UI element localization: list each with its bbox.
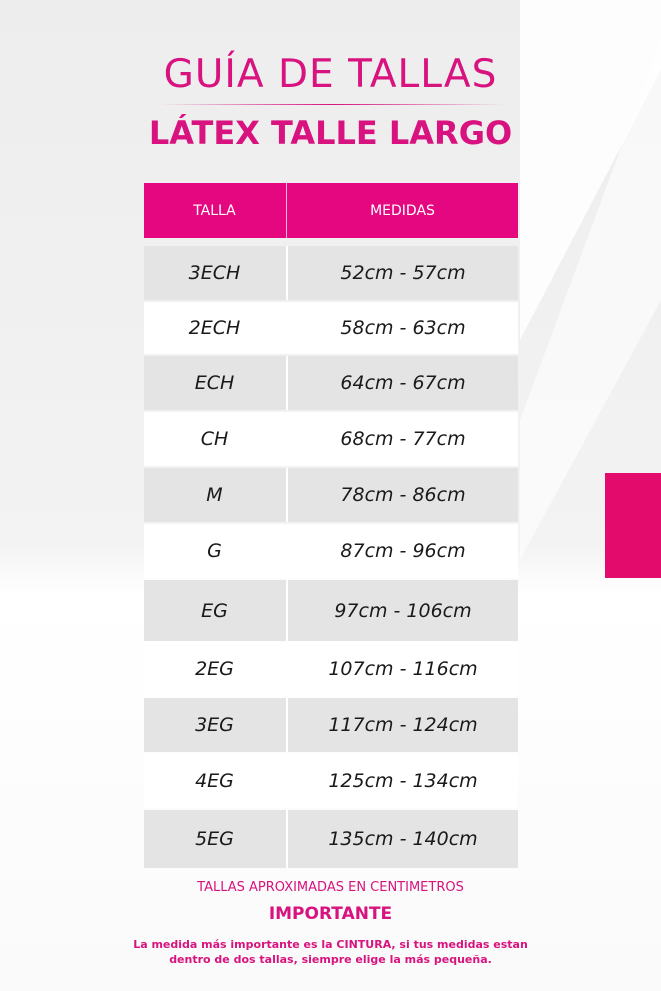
measure-cell: 58cm - 63cm xyxy=(286,302,518,354)
measure-cell: 135cm - 140cm xyxy=(286,810,518,868)
important-heading: IMPORTANTE xyxy=(268,904,393,924)
measure-cell: 68cm - 77cm xyxy=(286,412,518,466)
pink-accent-block xyxy=(605,473,661,578)
table-row: 3ECH 52cm - 57cm xyxy=(144,246,518,300)
table-row: ECH 64cm - 67cm xyxy=(144,356,518,410)
page-title: GUÍA DE TALLAS xyxy=(163,52,498,97)
measure-cell: 107cm - 116cm xyxy=(286,642,518,696)
size-cell: 2EG xyxy=(195,658,234,680)
approx-note: TALLAS APROXIMADAS EN CENTIMETROS xyxy=(197,880,464,895)
header-talla: TALLA xyxy=(193,202,236,219)
measure-cell: 97cm - 106cm xyxy=(286,580,518,641)
measure-cell: 52cm - 57cm xyxy=(286,246,518,300)
size-cell: ECH xyxy=(194,372,235,394)
size-cell: CH xyxy=(200,428,229,450)
size-cell: G xyxy=(207,540,222,562)
table-header: TALLA MEDIDAS xyxy=(144,183,518,238)
size-cell: M xyxy=(206,484,223,506)
size-cell: EG xyxy=(201,599,228,622)
table-row: G 87cm - 96cm xyxy=(144,524,518,578)
table-row: 3EG 117cm - 124cm xyxy=(144,698,518,752)
page-subtitle: LÁTEX TALLE LARGO xyxy=(148,114,513,152)
important-text: La medida más importante es la CINTURA, … xyxy=(0,937,661,967)
table-row: 2ECH 58cm - 63cm xyxy=(144,302,518,354)
important-line-2: dentro de dos tallas, siempre elige la m… xyxy=(169,953,492,966)
measure-cell: 117cm - 124cm xyxy=(286,698,518,752)
table-row: CH 68cm - 77cm xyxy=(144,412,518,466)
size-cell: 5EG xyxy=(195,828,234,850)
size-cell: 2ECH xyxy=(188,317,241,339)
size-cell: 3EG xyxy=(195,714,234,736)
measure-cell: 78cm - 86cm xyxy=(286,468,518,522)
table-row: M 78cm - 86cm xyxy=(144,468,518,522)
table-row: 4EG 125cm - 134cm xyxy=(144,754,518,808)
table-row: EG 97cm - 106cm xyxy=(144,580,518,641)
header-medidas: MEDIDAS xyxy=(286,183,518,238)
measure-cell: 64cm - 67cm xyxy=(286,356,518,410)
important-line-1: La medida más importante es la CINTURA, … xyxy=(133,938,528,951)
size-cell: 3ECH xyxy=(188,262,241,284)
table-row: 2EG 107cm - 116cm xyxy=(144,642,518,696)
size-cell: 4EG xyxy=(195,770,234,792)
measure-cell: 125cm - 134cm xyxy=(286,754,518,808)
title-divider xyxy=(160,104,505,105)
table-row: 5EG 135cm - 140cm xyxy=(144,810,518,868)
measure-cell: 87cm - 96cm xyxy=(286,524,518,578)
